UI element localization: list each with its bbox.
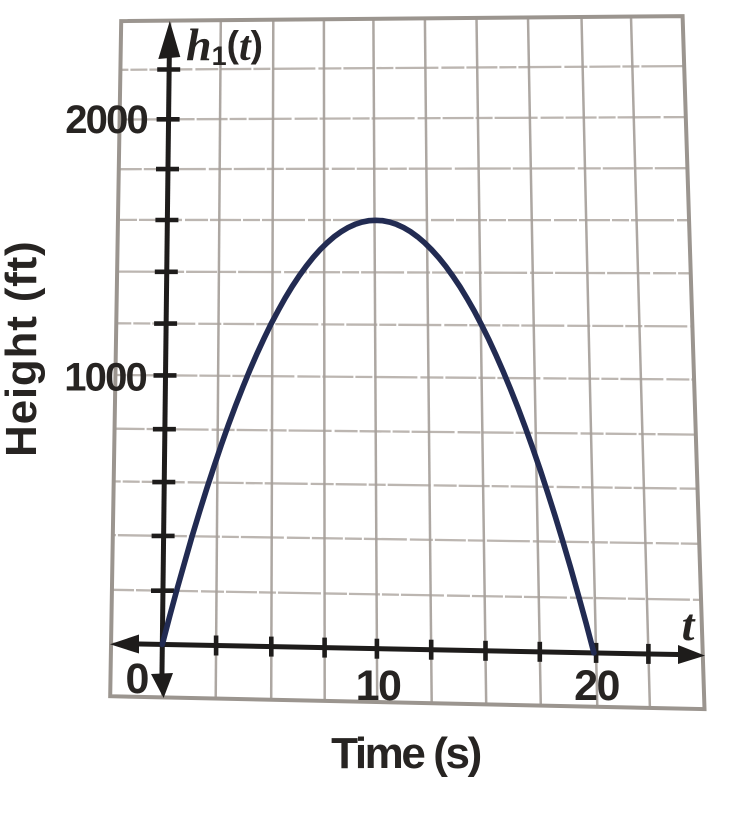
svg-text:2000: 2000 [65, 98, 147, 142]
svg-text:20: 20 [574, 662, 619, 710]
svg-text:0: 0 [126, 655, 150, 703]
svg-text:Time (s): Time (s) [331, 729, 480, 778]
svg-text:t: t [682, 599, 696, 650]
svg-text:Height (ft): Height (ft) [0, 240, 46, 457]
svg-text:10: 10 [356, 662, 401, 710]
svg-text:1000: 1000 [64, 356, 146, 400]
